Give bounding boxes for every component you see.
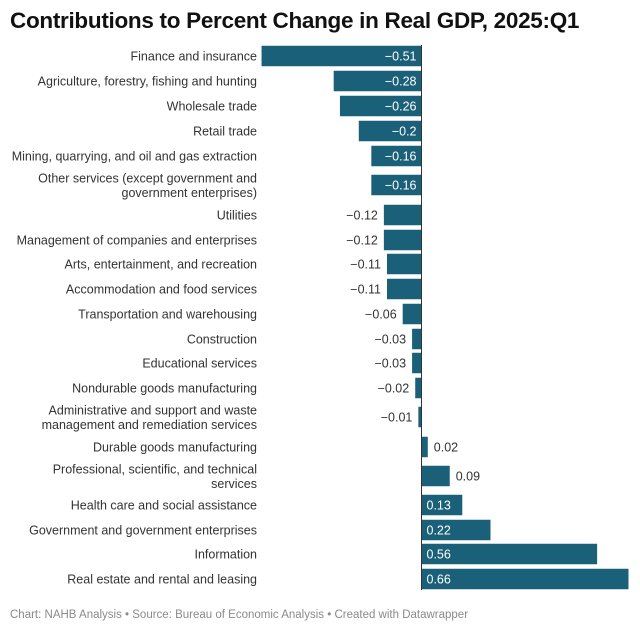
category-label: Durable goods manufacturing [93,441,257,455]
bar [412,328,422,350]
category-label: Nondurable goods manufacturing [72,382,257,396]
bar [371,174,422,196]
category-label: Information [194,548,257,562]
value-label: −0.11 [350,258,381,272]
bar [418,406,422,428]
category-label: Other services (except government and gov… [38,171,257,200]
bar [387,278,422,300]
chart-title: Contributions to Percent Change in Real … [10,8,580,33]
category-label: Mining, quarrying, and oil and gas extra… [12,150,257,164]
value-label: 0.66 [427,573,451,587]
value-label: −0.26 [385,100,417,114]
value-label: −0.11 [350,283,381,297]
category-label: Finance and insurance [131,50,258,64]
value-label: −0.28 [385,75,417,89]
value-label: 0.13 [427,499,451,513]
bar [339,95,422,117]
bar [421,568,629,590]
category-label: Administrative and support and waste mana… [42,403,257,432]
value-label: −0.03 [374,333,406,347]
category-label: Construction [187,333,257,347]
bar [333,70,422,92]
category-label: Accommodation and food services [66,283,257,297]
value-label: 0.02 [434,441,458,455]
category-label: Utilities [217,209,257,223]
value-label: −0.03 [374,357,406,371]
value-label: −0.51 [385,50,417,64]
category-label: Real estate and rental and leasing [67,573,257,587]
value-label: −0.16 [385,150,417,164]
value-label: 0.56 [427,548,451,562]
category-label: Government and government enterprises [29,524,257,538]
bar [387,253,422,275]
value-label: −0.12 [346,209,378,223]
bar [371,145,422,167]
bar [383,204,422,226]
value-label: −0.01 [381,411,413,425]
category-label: Educational services [142,357,257,371]
category-label: Management of companies and enterprises [17,234,257,248]
category-label: Professional, scientific, and technical s… [53,462,257,491]
value-label: −0.2 [392,125,417,139]
bar [383,229,422,251]
bar [421,494,463,516]
bar [421,465,450,487]
value-label: −0.02 [378,382,410,396]
bar [421,519,491,541]
category-label: Agriculture, forestry, fishing and hunti… [38,75,257,89]
value-label: 0.09 [456,470,480,484]
bar [402,303,422,325]
value-label: −0.06 [365,308,397,322]
category-label: Arts, entertainment, and recreation [65,258,258,272]
bar [412,352,422,374]
category-label: Health care and social assistance [71,499,257,513]
bar [421,543,598,565]
bar [261,45,422,67]
value-label: −0.16 [385,179,417,193]
category-label: Retail trade [193,125,257,139]
category-label: Wholesale trade [167,100,257,114]
value-label: −0.12 [346,234,378,248]
bar-chart: Finance and insurance −0.51 Agriculture, f… [12,45,629,590]
bar [421,436,428,458]
category-label: Transportation and warehousing [78,308,257,322]
bar [358,120,422,142]
chart-footer: Chart: NAHB Analysis • Source: Bureau of… [10,609,469,621]
bar [415,377,422,399]
value-label: 0.22 [427,524,451,538]
